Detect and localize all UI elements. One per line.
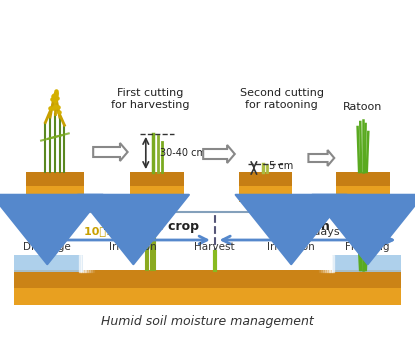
Point — [51, 93, 58, 98]
Point — [51, 103, 58, 108]
Bar — [336, 172, 390, 185]
Text: Humid soil moisture management: Humid soil moisture management — [101, 315, 313, 328]
Point — [53, 91, 59, 97]
Point — [49, 94, 55, 100]
Text: Drainage: Drainage — [23, 242, 71, 252]
FancyArrow shape — [203, 145, 235, 163]
Bar — [336, 172, 390, 202]
Point — [54, 88, 61, 94]
Bar — [130, 172, 184, 202]
Bar — [239, 172, 292, 202]
Text: Flooding: Flooding — [345, 242, 390, 252]
Text: 10～14 days: 10～14 days — [275, 227, 340, 237]
Point — [51, 91, 57, 97]
Bar — [130, 172, 184, 185]
Text: 30-40 cm: 30-40 cm — [160, 148, 206, 158]
Point — [50, 104, 57, 110]
FancyArrow shape — [308, 150, 334, 166]
Bar — [14, 270, 401, 305]
Point — [55, 97, 61, 103]
Point — [51, 105, 58, 111]
Point — [49, 92, 56, 98]
Point — [54, 93, 60, 99]
Point — [52, 108, 59, 114]
Bar — [239, 172, 292, 185]
Point — [55, 95, 62, 100]
Point — [47, 105, 54, 111]
Bar — [26, 172, 83, 202]
Text: Previous crop: Previous crop — [103, 220, 199, 233]
Bar — [14, 255, 83, 272]
Point — [51, 106, 58, 112]
Point — [50, 93, 57, 99]
Text: First cutting
for harvesting: First cutting for harvesting — [111, 87, 190, 110]
Bar — [14, 270, 401, 288]
Text: Irrigation: Irrigation — [267, 242, 315, 252]
Text: Harvest: Harvest — [194, 242, 235, 252]
Bar — [332, 255, 401, 272]
Point — [56, 104, 62, 109]
FancyArrow shape — [93, 143, 128, 161]
Text: 10～14 days: 10～14 days — [84, 227, 154, 237]
Text: Second cutting
for ratooning: Second cutting for ratooning — [239, 87, 324, 110]
Point — [52, 96, 59, 102]
Text: Ratoon: Ratoon — [281, 220, 330, 233]
Bar — [26, 172, 83, 185]
Text: 5 cm: 5 cm — [269, 161, 293, 171]
Point — [48, 103, 54, 109]
Text: Irrigation: Irrigation — [110, 242, 157, 252]
Text: Ratoon: Ratoon — [343, 102, 383, 112]
Point — [52, 98, 59, 103]
